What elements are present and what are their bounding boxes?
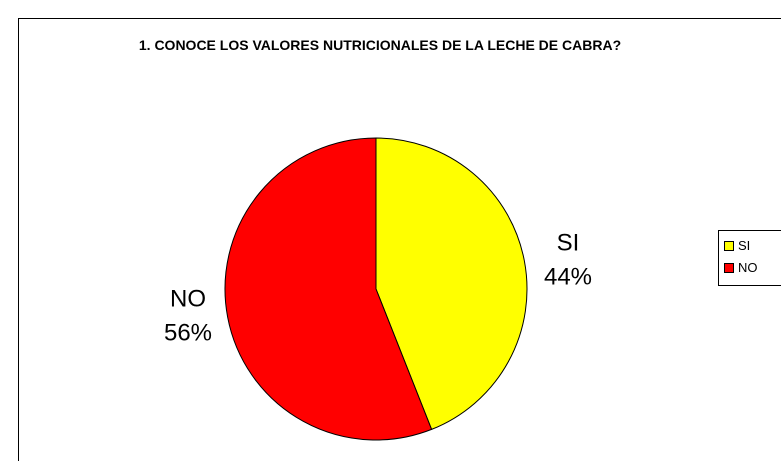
pie-slice bbox=[375, 137, 528, 431]
legend-box bbox=[718, 230, 781, 286]
legend-label: SI bbox=[738, 238, 750, 253]
slice-category-label: SI bbox=[557, 229, 580, 256]
pie-slice bbox=[224, 137, 433, 441]
chart-title: 1. CONOCE LOS VALORES NUTRICIONALES DE L… bbox=[138, 37, 622, 53]
slice-category-label: NO bbox=[170, 285, 206, 312]
legend-label: NO bbox=[738, 260, 758, 275]
legend-swatch bbox=[724, 241, 734, 251]
slice-value-label: 56% bbox=[164, 319, 212, 346]
slice-value-label: 44% bbox=[544, 263, 592, 290]
legend-swatch bbox=[724, 263, 734, 273]
